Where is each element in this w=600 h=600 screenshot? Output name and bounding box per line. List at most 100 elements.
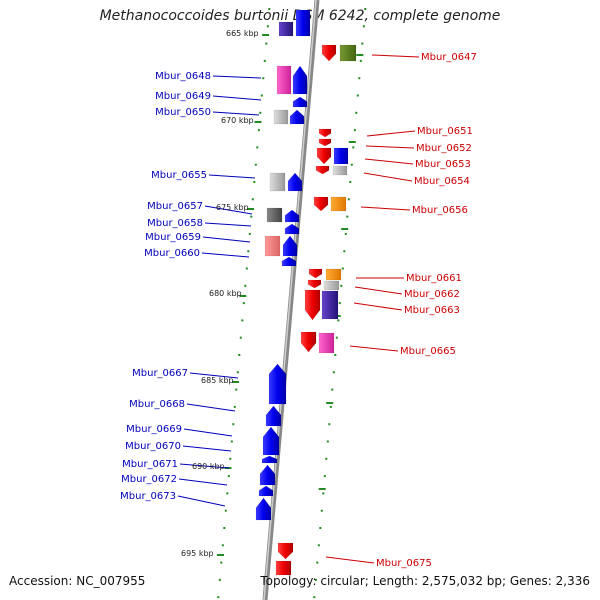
kbp-tick bbox=[217, 554, 224, 556]
gene-mbur-0671 bbox=[259, 464, 276, 486]
gene-mbur-0667 bbox=[268, 363, 287, 405]
leader-0663 bbox=[353, 302, 403, 311]
tick-dot-right bbox=[316, 561, 319, 564]
tick-dot-right bbox=[347, 198, 350, 201]
tick-dot-right bbox=[319, 527, 322, 529]
kbp-label-695: 695 kbp bbox=[181, 549, 214, 558]
gene-label-mbur-0652[interactable]: Mbur_0652 bbox=[416, 143, 472, 154]
kbp-tick bbox=[239, 295, 247, 297]
gene-label-mbur-0668[interactable]: Mbur_0668 bbox=[129, 399, 185, 410]
leader-0671 bbox=[179, 463, 230, 469]
tick-dot-right bbox=[332, 371, 335, 374]
gene-label-mbur-0675[interactable]: Mbur_0675 bbox=[376, 558, 432, 569]
kbp-tick-right bbox=[326, 402, 334, 404]
tick-dot-right bbox=[322, 492, 325, 495]
gene-mbur-0655-gray bbox=[269, 172, 286, 192]
tick-dot-right bbox=[344, 232, 347, 235]
tick-dot-right bbox=[329, 405, 332, 408]
tick-dot-left bbox=[263, 59, 266, 62]
gene-mbur-0656-orange bbox=[330, 196, 347, 212]
kbp-label-665: 665 kbp bbox=[226, 29, 259, 38]
leader-0673 bbox=[177, 495, 226, 507]
tick-dot-right bbox=[364, 8, 367, 10]
tick-dot-left bbox=[235, 388, 238, 391]
gene-mbur-0658 bbox=[284, 223, 300, 235]
gene-mbur-0656 bbox=[313, 196, 329, 212]
gene-mbur-0650b bbox=[289, 109, 305, 125]
gene-label-mbur-0670[interactable]: Mbur_0670 bbox=[125, 441, 181, 452]
gene-label-mbur-0658[interactable]: Mbur_0658 bbox=[147, 218, 203, 229]
tick-dot-right bbox=[358, 77, 361, 80]
tick-dot-right bbox=[335, 336, 338, 339]
gene-mbur-0648 bbox=[276, 65, 292, 95]
gene-label-mbur-0651[interactable]: Mbur_0651 bbox=[417, 126, 473, 137]
tick-dot-right bbox=[352, 146, 355, 149]
kbp-label-690: 690 kbp bbox=[192, 462, 225, 471]
tick-dot-right bbox=[343, 250, 346, 253]
tick-dot-left bbox=[242, 302, 245, 305]
kbp-label-675: 675 kbp bbox=[216, 203, 249, 212]
leader-0675 bbox=[325, 556, 375, 564]
leader-0650 bbox=[212, 111, 260, 116]
tick-dot-left bbox=[253, 181, 256, 183]
gene-label-mbur-0661[interactable]: Mbur_0661 bbox=[406, 273, 462, 284]
gene-label-mbur-0665[interactable]: Mbur_0665 bbox=[400, 346, 456, 357]
gene-mbur-0653 bbox=[316, 147, 332, 165]
gene-partial-right bbox=[295, 9, 311, 37]
tick-dot-left bbox=[232, 423, 235, 426]
tick-dot-left bbox=[218, 578, 221, 581]
gene-label-mbur-0663[interactable]: Mbur_0663 bbox=[404, 305, 460, 316]
gene-mbur-0661 bbox=[308, 268, 323, 279]
gene-mbur-0663 bbox=[304, 289, 321, 321]
tick-dot-right bbox=[362, 25, 365, 28]
gene-mbur-0662-gray bbox=[323, 280, 340, 291]
leader-0659 bbox=[202, 236, 251, 243]
leader-0647 bbox=[371, 54, 420, 58]
kbp-tick bbox=[247, 208, 254, 210]
gene-mbur-0659 bbox=[282, 235, 298, 257]
gene-mbur-0649 bbox=[292, 65, 308, 95]
gene-mbur-0651 bbox=[318, 128, 332, 138]
gene-label-mbur-0659[interactable]: Mbur_0659 bbox=[145, 232, 201, 243]
gene-label-mbur-0673[interactable]: Mbur_0673 bbox=[120, 491, 176, 502]
kbp-tick-right bbox=[318, 488, 326, 490]
tick-dot-right bbox=[320, 509, 323, 512]
tick-dot-left bbox=[241, 319, 244, 322]
tick-dot-right bbox=[337, 319, 340, 322]
gene-label-mbur-0654[interactable]: Mbur_0654 bbox=[414, 176, 470, 187]
gene-mbur-0653-blue bbox=[333, 147, 349, 165]
gene-mbur-0665 bbox=[300, 331, 317, 353]
tick-dot-left bbox=[262, 77, 265, 80]
gene-mbur-0660 bbox=[281, 256, 297, 267]
leader-0670 bbox=[182, 445, 232, 452]
gene-label-mbur-0655[interactable]: Mbur_0655 bbox=[151, 170, 207, 181]
gene-label-mbur-0672[interactable]: Mbur_0672 bbox=[121, 474, 177, 485]
genome-axis bbox=[262, 0, 320, 600]
gene-label-mbur-0662[interactable]: Mbur_0662 bbox=[404, 289, 460, 300]
gene-label-mbur-0671[interactable]: Mbur_0671 bbox=[122, 459, 178, 470]
gene-label-mbur-0656[interactable]: Mbur_0656 bbox=[412, 205, 468, 216]
gene-mbur-0654-gray bbox=[332, 165, 348, 176]
gene-label-mbur-0648[interactable]: Mbur_0648 bbox=[155, 71, 211, 82]
gene-label-mbur-0649[interactable]: Mbur_0649 bbox=[155, 91, 211, 102]
gene-label-mbur-0660[interactable]: Mbur_0660 bbox=[144, 248, 200, 259]
tick-dot-right bbox=[353, 129, 356, 132]
gene-label-mbur-0669[interactable]: Mbur_0669 bbox=[126, 424, 182, 435]
tick-dot-right bbox=[326, 440, 329, 443]
gene-label-mbur-0647[interactable]: Mbur_0647 bbox=[421, 52, 477, 63]
gene-label-mbur-0653[interactable]: Mbur_0653 bbox=[415, 159, 471, 170]
gene-label-mbur-0650[interactable]: Mbur_0650 bbox=[155, 107, 211, 118]
tick-dot-right bbox=[346, 215, 349, 218]
gene-mbur-0650 bbox=[292, 96, 308, 108]
accession-text: Accession: NC_007955 bbox=[9, 574, 146, 588]
tick-dot-left bbox=[265, 42, 268, 45]
tick-dot-left bbox=[238, 354, 241, 356]
kbp-label-685: 685 kbp bbox=[201, 376, 234, 385]
tick-dot-right bbox=[355, 111, 358, 114]
gene-label-mbur-0657[interactable]: Mbur_0657 bbox=[147, 201, 203, 212]
label-leaders bbox=[177, 54, 420, 564]
gene-label-mbur-0667[interactable]: Mbur_0667 bbox=[132, 368, 188, 379]
tick-dot-left bbox=[254, 163, 257, 166]
gene-mbur-0655 bbox=[287, 172, 303, 192]
tick-dot-right bbox=[350, 163, 353, 166]
